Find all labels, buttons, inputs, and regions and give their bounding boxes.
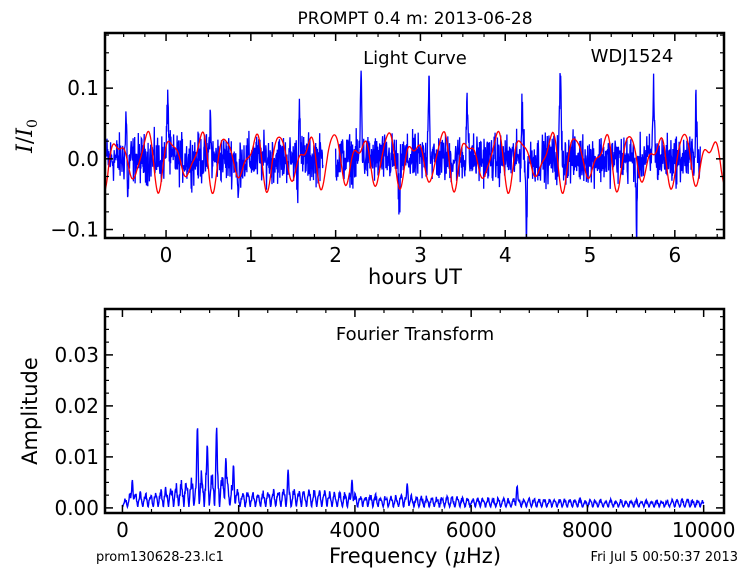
fourier-xtick-label: 4000 bbox=[329, 518, 380, 542]
light-curve-panel: 0 1 2 3 4 5 6 −0.1 0.0 0.1 Light Curve WDJ1524 ho… bbox=[13, 31, 726, 289]
light-curve-ytick-label: −0.1 bbox=[50, 218, 99, 242]
fourier-xtick-label: 8000 bbox=[562, 518, 613, 542]
footer-timestamp: Fri Jul 5 00:50:37 2013 bbox=[591, 550, 738, 565]
light-curve-model-series bbox=[105, 130, 724, 195]
fourier-frame bbox=[103, 307, 726, 515]
light-curve-xtick-label: 5 bbox=[584, 243, 597, 267]
fourier-xtick-label: 6000 bbox=[446, 518, 497, 542]
fourier-xtick-label: 0 bbox=[116, 518, 129, 542]
fourier-ytick-label: 0.03 bbox=[54, 343, 99, 367]
light-curve-xtick-label: 1 bbox=[244, 243, 257, 267]
light-curve-title: Light Curve bbox=[363, 48, 467, 69]
light-curve-xtick-label: 6 bbox=[668, 243, 681, 267]
light-curve-ylabel: I/I0 bbox=[13, 119, 41, 154]
light-curve-ytick-label: 0.1 bbox=[67, 76, 99, 100]
light-curve-xtick-label: 2 bbox=[329, 243, 342, 267]
light-curve-xtick-label: 0 bbox=[160, 243, 173, 267]
fourier-panel: 0 2000 4000 6000 8000 10000 0.00 0.01 0.02 0.03 F… bbox=[18, 307, 736, 568]
object-name-label: WDJ1524 bbox=[591, 46, 674, 67]
light-curve-frame bbox=[103, 31, 726, 240]
figure-title: PROMPT 0.4 m: 2013-06-28 bbox=[297, 9, 532, 29]
fourier-ytick-label: 0.00 bbox=[54, 496, 99, 520]
light-curve-xtick-label: 3 bbox=[414, 243, 427, 267]
fourier-plot-area bbox=[121, 427, 705, 510]
light-curve-data-series bbox=[334, 70, 701, 238]
fourier-title: Fourier Transform bbox=[336, 324, 494, 345]
fourier-ytick-label: 0.01 bbox=[54, 445, 99, 469]
light-curve-ytick-label: 0.0 bbox=[67, 147, 99, 171]
fourier-ylabel: Amplitude bbox=[18, 357, 42, 465]
fourier-xlabel: Frequency (μHz) bbox=[329, 544, 501, 568]
light-curve-data-series bbox=[106, 89, 324, 204]
fourier-xtick-label: 10000 bbox=[672, 518, 736, 542]
fourier-amplitude-series bbox=[121, 427, 705, 510]
light-curve-xtick-label: 4 bbox=[499, 243, 512, 267]
fourier-xtick-label: 2000 bbox=[213, 518, 264, 542]
footer-filename: prom130628-23.lc1 bbox=[96, 550, 224, 565]
fourier-ytick-label: 0.02 bbox=[54, 394, 99, 418]
light-curve-plot-area bbox=[105, 70, 724, 238]
light-curve-xlabel: hours UT bbox=[368, 265, 462, 289]
